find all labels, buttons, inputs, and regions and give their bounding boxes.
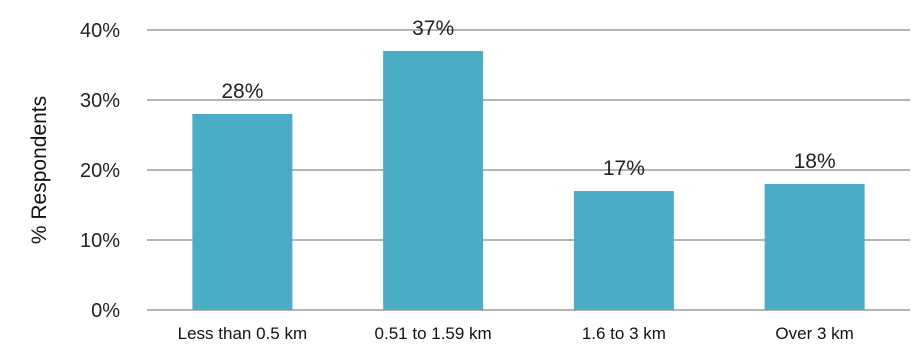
- y-tick-label: 10%: [80, 230, 120, 252]
- x-tick-label: 1.6 to 3 km: [582, 324, 666, 343]
- x-tick-label: 0.51 to 1.59 km: [375, 324, 492, 343]
- bars: [192, 51, 865, 310]
- data-labels: 28% 37% 17% 18%: [221, 17, 835, 180]
- data-label: 17%: [603, 157, 645, 180]
- x-axis-labels: Less than 0.5 km 0.51 to 1.59 km 1.6 to 3 …: [178, 324, 854, 343]
- y-tick-label: 40%: [80, 20, 120, 42]
- y-tick-label: 20%: [80, 160, 120, 182]
- data-label: 18%: [794, 150, 836, 173]
- bar: [383, 51, 484, 310]
- data-label: 28%: [221, 80, 263, 103]
- bar: [573, 191, 674, 310]
- y-axis-ticks: 0% 10% 20% 30% 40%: [80, 20, 120, 322]
- x-tick-label: Over 3 km: [775, 324, 853, 343]
- y-tick-label: 30%: [80, 90, 120, 112]
- bar: [192, 114, 293, 310]
- y-axis-title: % Respondents: [28, 96, 51, 244]
- bar: [764, 184, 865, 310]
- x-tick-label: Less than 0.5 km: [178, 324, 307, 343]
- y-tick-label: 0%: [91, 300, 120, 322]
- data-label: 37%: [412, 17, 454, 40]
